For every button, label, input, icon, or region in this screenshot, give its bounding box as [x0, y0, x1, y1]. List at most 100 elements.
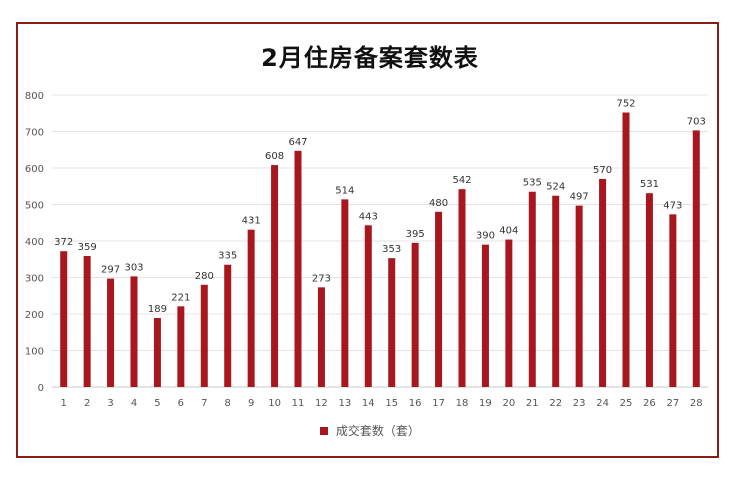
data-label: 395: [406, 229, 425, 240]
bar: [247, 229, 255, 387]
y-tick-label: 600: [25, 164, 44, 175]
legend-swatch: [320, 426, 329, 435]
bar: [622, 112, 630, 388]
x-tick-label: 15: [385, 398, 398, 409]
bar: [364, 225, 372, 387]
x-tick-label: 21: [526, 398, 539, 409]
bars: [60, 112, 700, 388]
y-tick-label: 100: [25, 347, 44, 358]
y-tick-label: 200: [25, 310, 44, 321]
bar: [83, 255, 91, 387]
x-tick-label: 28: [690, 398, 703, 409]
data-label: 431: [242, 216, 261, 227]
bar: [669, 214, 677, 387]
bar: [692, 130, 700, 387]
x-tick-label: 27: [666, 398, 679, 409]
data-label: 297: [101, 265, 120, 276]
legend-label: 成交套数（套）: [335, 424, 420, 438]
y-tick-label: 500: [25, 201, 44, 212]
data-label: 221: [171, 292, 190, 303]
data-label: 353: [382, 244, 401, 255]
bar: [60, 251, 68, 387]
bar: [107, 278, 115, 387]
data-label: 473: [663, 200, 682, 211]
data-label: 273: [312, 273, 331, 284]
data-label: 480: [429, 198, 448, 209]
x-tick-label: 6: [178, 398, 184, 409]
x-tick-label: 11: [292, 398, 305, 409]
data-label: 335: [218, 251, 237, 262]
x-tick-label: 12: [315, 398, 328, 409]
x-tick-label: 23: [573, 398, 586, 409]
bar: [435, 211, 443, 387]
data-label: 542: [452, 175, 471, 186]
x-tick-label: 8: [225, 398, 231, 409]
bar: [130, 276, 138, 387]
data-label: 608: [265, 151, 284, 162]
data-label: 443: [359, 211, 378, 222]
x-tick-label: 5: [154, 398, 160, 409]
x-axis-ticks: 1 2 3 4 5 6 7 8 9 10 11 12 13 14 15 16 17 18 19 20 21 22 23 24 2…: [61, 398, 703, 409]
data-label: 703: [687, 116, 706, 127]
data-label: 189: [148, 304, 167, 315]
data-label: 514: [335, 185, 354, 196]
legend: 成交套数（套）: [0, 422, 740, 439]
data-label: 303: [124, 262, 143, 273]
data-label: 524: [546, 182, 565, 193]
x-tick-label: 16: [409, 398, 422, 409]
data-label: 404: [499, 226, 518, 237]
bar: [599, 178, 607, 387]
x-tick-label: 17: [432, 398, 445, 409]
x-tick-label: 25: [620, 398, 633, 409]
bar: [341, 199, 349, 387]
bar: [411, 242, 419, 387]
y-tick-label: 800: [25, 91, 44, 102]
bar: [177, 306, 185, 387]
data-labels: 372 359 297 303 189 221 280 335 431 608 647 273 514 4…: [54, 99, 706, 315]
x-tick-label: 22: [549, 398, 562, 409]
data-label: 497: [570, 192, 589, 203]
bar: [505, 239, 513, 387]
y-tick-label: 0: [38, 383, 44, 394]
x-tick-label: 10: [268, 398, 281, 409]
bar: [528, 191, 536, 387]
data-label: 390: [476, 231, 495, 242]
x-tick-label: 19: [479, 398, 492, 409]
bar: [458, 189, 466, 387]
bar: [552, 195, 560, 387]
x-tick-label: 9: [248, 398, 254, 409]
bar: [575, 205, 583, 387]
data-label: 280: [195, 271, 214, 282]
x-tick-label: 18: [456, 398, 469, 409]
bar: [224, 264, 232, 387]
x-tick-label: 1: [61, 398, 67, 409]
data-label: 570: [593, 165, 612, 176]
data-label: 359: [78, 242, 97, 253]
data-label: 752: [616, 99, 635, 110]
x-tick-label: 2: [84, 398, 90, 409]
x-tick-label: 13: [338, 398, 351, 409]
data-label: 535: [523, 178, 542, 189]
y-tick-label: 400: [25, 237, 44, 248]
x-tick-label: 7: [201, 398, 207, 409]
bar: [317, 287, 325, 387]
x-tick-label: 4: [131, 398, 137, 409]
y-tick-label: 300: [25, 274, 44, 285]
chart-title: 2月住房备案套数表: [261, 44, 479, 72]
bar: [645, 193, 653, 387]
bar: [200, 284, 208, 387]
x-tick-label: 26: [643, 398, 656, 409]
bar: [294, 150, 302, 387]
x-tick-label: 3: [107, 398, 113, 409]
bar: [153, 318, 161, 387]
x-tick-label: 20: [502, 398, 515, 409]
x-tick-label: 24: [596, 398, 609, 409]
y-axis-ticks: 0 100 200 300 400 500 600 700 800: [25, 91, 44, 394]
x-tick-label: 14: [362, 398, 375, 409]
data-label: 647: [288, 137, 307, 148]
bar: [388, 258, 396, 387]
gridlines: [52, 94, 708, 388]
bar: [481, 244, 489, 387]
data-label: 531: [640, 179, 659, 190]
